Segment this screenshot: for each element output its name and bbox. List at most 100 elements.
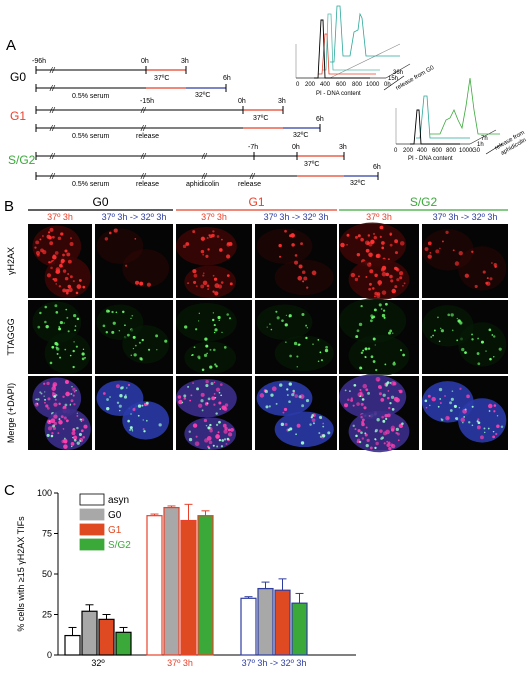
g1-t-neg15: -15h: [140, 98, 154, 105]
sg2-t3: 3h: [339, 144, 347, 151]
g1-label: G1: [10, 109, 26, 123]
micrograph-tile: [28, 300, 92, 374]
sg2-aphidicolin: aphidicolin: [186, 181, 219, 188]
column-label: 37º 3h -> 32º 3h: [102, 212, 167, 222]
g1-temp37: 37ºC: [253, 115, 268, 122]
histo-sg2-tick-3: 600: [432, 148, 443, 154]
histogram-g0: 0 200 400 600 800 1000 PI - DNA content …: [295, 5, 436, 97]
svg-text://: //: [140, 172, 146, 181]
histo-sg2-tick-0: 0: [394, 148, 398, 154]
svg-text://: //: [140, 152, 146, 161]
svg-text://: //: [49, 106, 55, 115]
row-label: TTAGGG: [6, 318, 16, 355]
sg2-label: S/G2: [8, 153, 36, 167]
legend-swatch: [79, 538, 105, 551]
micrograph-tile: [422, 376, 508, 450]
micrograph-tile: [422, 224, 508, 298]
x-category-label: 37º 3h -> 32º 3h: [242, 658, 307, 668]
g0-t-neg96: -96h: [32, 58, 46, 65]
legend-label: G1: [108, 525, 122, 536]
bar: [64, 634, 81, 656]
histogram-sg2: 0 200 400 600 800 1000 PI - DNA content …: [394, 77, 528, 162]
row-label: Merge (+DAPI): [6, 383, 16, 443]
g1-t3: 3h: [278, 98, 286, 105]
bar: [81, 610, 98, 656]
histo-sg2-tick-1: 200: [403, 148, 414, 154]
micrograph-tile: [176, 300, 252, 374]
y-tick-label: 100: [37, 488, 52, 498]
column-label: 37º 3h -> 32º 3h: [264, 212, 329, 222]
bar: [197, 515, 214, 656]
histo-g0-tick-5: 1000: [366, 82, 380, 88]
panel-b-letter: B: [4, 198, 14, 215]
histo-g0-label-36h: 36h: [393, 70, 403, 76]
sg2-t0: 0h: [292, 144, 300, 151]
column-label: 37º 3h -> 32º 3h: [433, 212, 498, 222]
histo-g0-label-0h: 0h: [384, 82, 391, 88]
panel-b-row-labels: γH2AX TTAGGG Merge (+DAPI): [6, 247, 16, 443]
svg-text://: //: [49, 124, 55, 133]
sg2-release2: release: [238, 181, 261, 188]
y-tick-label: 0: [47, 650, 52, 660]
micrograph-tile: [339, 222, 419, 301]
bar: [163, 506, 180, 656]
x-category-label: 37º 3h: [167, 658, 193, 668]
svg-text://: //: [249, 172, 255, 181]
bar: [240, 597, 257, 656]
histo-sg2-label-1h: 1h: [477, 142, 484, 148]
sg2-timeline: S/G2 // // // -7h 0h 3h // // // // 6h 3…: [8, 144, 381, 188]
g0-t0: 0h: [141, 58, 149, 65]
y-tick-label: 75: [42, 529, 52, 539]
svg-text://: //: [140, 106, 146, 115]
legend-swatch: [79, 493, 105, 506]
panel-b-micrographs: [28, 222, 508, 453]
sg2-t-neg7: -7h: [248, 144, 258, 151]
histo-sg2-xlabel: PI - DNA content: [408, 156, 453, 162]
micrograph-tile: [255, 300, 337, 374]
y-tick-label: 50: [42, 569, 52, 579]
micrograph-tile: [95, 224, 173, 298]
legend-swatch: [79, 508, 105, 521]
histo-g0-tick-1: 200: [305, 82, 316, 88]
micrograph-tile: [176, 224, 252, 298]
x-category-label: 32º: [91, 658, 105, 668]
g0-serum: 0.5% serum: [72, 93, 110, 100]
panel-c-letter: C: [4, 482, 15, 499]
column-label: 37º 3h: [366, 212, 392, 222]
sg2-temp37: 37ºC: [304, 161, 319, 168]
bar: [98, 618, 115, 656]
sg2-serum: 0.5% serum: [72, 181, 110, 188]
legend-label: asyn: [108, 495, 129, 506]
svg-text://: //: [201, 152, 207, 161]
svg-text://: //: [49, 152, 55, 161]
histo-g0-xlabel: PI - DNA content: [316, 91, 361, 97]
g1-t0: 0h: [238, 98, 246, 105]
group-header: G1: [248, 195, 264, 209]
micrograph-tile: [339, 374, 419, 453]
bar: [291, 602, 308, 656]
g0-temp37: 37ºC: [154, 75, 169, 82]
histo-sg2-tick-5: 1000: [459, 148, 473, 154]
g1-release: release: [136, 133, 159, 140]
legend-swatch: [79, 523, 105, 536]
histo-sg2-tick-2: 400: [417, 148, 428, 154]
svg-text://: //: [49, 84, 55, 93]
histo-g0-tick-2: 400: [320, 82, 331, 88]
group-header: G0: [92, 195, 108, 209]
y-tick-label: 25: [42, 610, 52, 620]
panel-b-headers: G0 G1 S/G2 37º 3h 37º 3h -> 32º 3h 37º 3h 37º …: [28, 195, 508, 222]
micrograph-tile: [255, 376, 337, 450]
legend-label: G0: [108, 510, 122, 521]
bar: [115, 631, 132, 656]
legend-label: S/G2: [108, 540, 131, 551]
sg2-release1: release: [136, 181, 159, 188]
micrograph-tile: [422, 300, 508, 374]
g1-serum: 0.5% serum: [72, 133, 110, 140]
panel-a-letter: A: [6, 37, 16, 54]
g1-temp32: 32ºC: [293, 132, 308, 139]
svg-text://: //: [49, 66, 55, 75]
histo-g0-tick-0: 0: [296, 82, 300, 88]
g0-label: G0: [10, 70, 26, 84]
sg2-temp32: 32ºC: [350, 180, 365, 187]
